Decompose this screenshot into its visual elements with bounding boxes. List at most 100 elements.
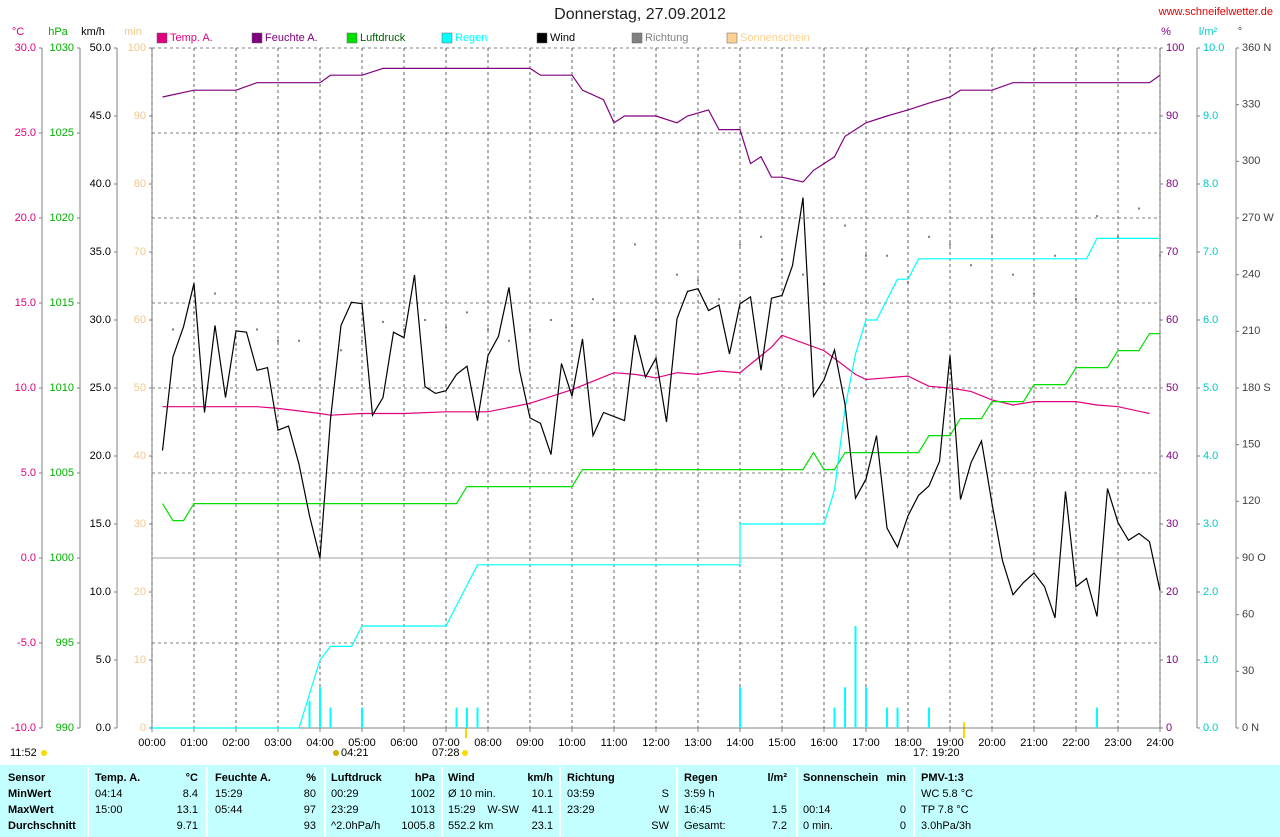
table-cell: W-SW — [487, 804, 519, 816]
y-tick-label: 90 — [1166, 110, 1178, 122]
y-tick-label: 0.0 — [1203, 722, 1218, 734]
table-cell: 23:29 — [567, 804, 595, 816]
y-tick-label: 30 — [1242, 665, 1254, 677]
y-tick-label: 210 — [1242, 325, 1260, 337]
direction-dot — [445, 326, 447, 329]
y-tick-label: 180 S — [1242, 382, 1271, 394]
y-tick-label: 80 — [1166, 178, 1178, 190]
direction-dot — [718, 298, 720, 301]
y-tick-label: 5.0 — [1203, 382, 1218, 394]
table-cell: SW — [651, 820, 669, 832]
direction-dot — [319, 377, 321, 380]
y-tick-label: 0.0 — [96, 722, 111, 734]
rain-bar — [1096, 707, 1098, 728]
y-tick-label: 5.0 — [21, 467, 36, 479]
direction-dot — [403, 328, 405, 331]
x-tick-label: 03:00 — [264, 737, 292, 749]
table-cell: 0 min. — [803, 820, 833, 832]
y-tick-label: 1010 — [50, 382, 74, 394]
y-tick-label: 15.0 — [90, 518, 111, 530]
legend-label: Richtung — [645, 32, 688, 44]
y-tick-label: 4.0 — [1203, 450, 1218, 462]
y-tick-label: 20.0 — [90, 450, 111, 462]
y-tick-label: 1000 — [50, 552, 74, 564]
table-header: Luftdruck — [331, 772, 383, 784]
direction-dot — [466, 311, 468, 314]
y-tick-label: 40 — [134, 450, 146, 462]
y-tick-label: 10 — [134, 654, 146, 666]
table-cell: Ø 10 min. — [448, 788, 496, 800]
table-cell: 3:59 h — [684, 788, 715, 800]
y-tick-label: 50 — [1166, 382, 1178, 394]
y-tick-label: 2.0 — [1203, 586, 1218, 598]
y-tick-label: 90 O — [1242, 552, 1266, 564]
legend-label: Temp. A. — [170, 32, 213, 44]
x-tick-label: 09:00 — [516, 737, 544, 749]
legend-swatch — [156, 32, 168, 44]
x-tick-label: 15:00 — [768, 737, 796, 749]
y-tick-label: 9.0 — [1203, 110, 1218, 122]
direction-dot — [634, 243, 636, 246]
table-cell: 9.71 — [177, 820, 198, 832]
table-cell: W — [659, 804, 670, 816]
direction-dot — [424, 319, 426, 321]
x-tick-label: 02:00 — [222, 737, 250, 749]
y-tick-label: 0.0 — [21, 552, 36, 564]
direction-dot — [865, 254, 867, 257]
axis-unit: km/h — [81, 26, 105, 38]
table-cell: 04:14 — [95, 788, 123, 800]
direction-dot — [676, 273, 678, 276]
direction-dot — [823, 283, 825, 286]
table-cell: 0 — [900, 820, 906, 832]
rain-bar — [854, 626, 857, 728]
direction-dot — [886, 254, 888, 257]
table-header: l/m² — [767, 772, 787, 784]
y-tick-label: 5.0 — [96, 654, 111, 666]
y-tick-label: 0 — [140, 722, 146, 734]
axis-unit: ° — [1238, 26, 1242, 38]
series-line — [161, 333, 1160, 522]
y-tick-label: 0 — [1166, 722, 1172, 734]
x-tick-label: 17:00 — [852, 737, 880, 749]
direction-dot — [193, 311, 195, 314]
y-tick-label: 330 — [1242, 99, 1260, 111]
table-header: PMV-1:3 — [921, 772, 964, 784]
table-cell: 13.1 — [177, 804, 198, 816]
legend-swatch — [631, 32, 643, 44]
x-tick-label: 00:00 — [138, 737, 166, 749]
rain-bar — [319, 687, 321, 728]
y-tick-label: 10 — [1166, 654, 1178, 666]
moon-icon — [333, 750, 339, 756]
y-tick-label: 40 — [1166, 450, 1178, 462]
table-cell: 16:45 — [684, 804, 712, 816]
x-tick-label: 10:00 — [558, 737, 586, 749]
y-tick-label: 990 — [56, 722, 74, 734]
table-cell: 23:29 — [331, 804, 359, 816]
table-cell: 97 — [304, 804, 316, 816]
y-tick-label: -10.0 — [11, 722, 36, 734]
table-header: Temp. A. — [95, 772, 140, 784]
direction-dot — [970, 264, 972, 267]
x-tick-label: 06:00 — [390, 737, 418, 749]
y-tick-label: 25.0 — [15, 127, 36, 139]
x-tick-label: 20:00 — [978, 737, 1006, 749]
legend-swatch — [251, 32, 263, 44]
x-tick-label: 19:00 — [936, 737, 964, 749]
source: www.schneifelwetter.de — [1158, 6, 1273, 18]
direction-dot — [802, 273, 804, 276]
annotation: 17: — [913, 747, 928, 759]
table-cell: Gesamt: — [684, 820, 726, 832]
series-line — [162, 67, 1161, 183]
axis-unit: min — [124, 26, 142, 38]
y-tick-label: 15.0 — [15, 297, 36, 309]
table-cell: 23.1 — [532, 820, 553, 832]
table-cell: 1013 — [411, 804, 435, 816]
y-tick-label: 30 — [1166, 518, 1178, 530]
y-tick-label: 0 N — [1242, 722, 1259, 734]
annotation: 19:20 — [932, 747, 960, 759]
direction-dot — [781, 258, 783, 261]
legend-swatch — [346, 32, 358, 44]
direction-dot — [529, 328, 531, 331]
x-tick-label: 08:00 — [474, 737, 502, 749]
direction-dot — [172, 328, 174, 331]
